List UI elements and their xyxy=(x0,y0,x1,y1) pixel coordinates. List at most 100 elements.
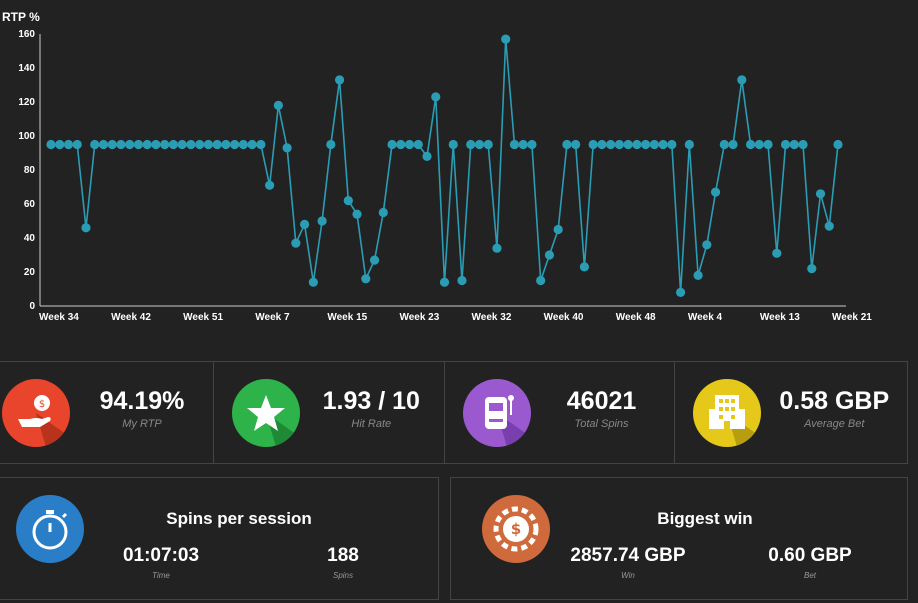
data-point xyxy=(789,139,799,150)
y-tick-label: 20 xyxy=(24,267,36,278)
data-point xyxy=(203,139,213,150)
data-point xyxy=(579,262,590,272)
svg-text:$: $ xyxy=(511,520,521,538)
x-tick-label: Week 40 xyxy=(544,312,584,323)
data-point xyxy=(212,139,222,150)
data-point xyxy=(168,139,179,150)
data-point xyxy=(737,75,747,85)
data-point xyxy=(606,139,616,150)
data-point xyxy=(256,139,266,150)
data-point xyxy=(649,139,659,150)
data-point xyxy=(221,139,231,150)
data-point xyxy=(772,248,782,258)
data-point xyxy=(448,139,458,150)
session-time-value: 01:07:03 xyxy=(122,545,200,566)
y-tick-label: 40 xyxy=(24,233,36,244)
data-point xyxy=(326,139,336,150)
total-spins-label: Total Spins xyxy=(574,418,629,430)
stopwatch-icon xyxy=(16,495,84,563)
data-point xyxy=(457,275,467,286)
data-point xyxy=(632,139,642,150)
data-point xyxy=(658,139,668,150)
data-point xyxy=(509,139,520,150)
spins-panel-title: Spins per session xyxy=(166,509,312,528)
session-spins-label: Spins xyxy=(332,571,353,580)
data-point xyxy=(710,187,721,197)
data-point xyxy=(815,189,826,199)
data-point xyxy=(369,255,380,265)
x-tick-label: Week 34 xyxy=(39,312,79,323)
data-point xyxy=(728,139,738,150)
data-point xyxy=(422,151,432,161)
y-tick-label: 0 xyxy=(29,301,35,312)
data-point xyxy=(676,287,686,297)
stat-average-bet: 0.58 GBP Average Bet xyxy=(675,362,908,463)
data-point xyxy=(98,139,109,150)
series-line xyxy=(51,39,839,293)
session-spins-value: 188 xyxy=(327,545,359,566)
biggest-win-label: Win xyxy=(621,571,635,580)
data-point xyxy=(614,139,624,150)
data-point xyxy=(282,143,292,153)
data-point xyxy=(439,277,450,287)
data-point xyxy=(588,139,598,150)
data-point xyxy=(404,139,415,150)
stat-rtp: $ 94.19% My RTP xyxy=(0,362,215,463)
x-tick-label: Week 32 xyxy=(472,312,512,323)
data-point xyxy=(125,139,135,150)
x-tick-label: Week 4 xyxy=(688,312,723,323)
y-tick-label: 80 xyxy=(24,165,36,176)
data-point xyxy=(536,275,546,286)
data-point xyxy=(431,92,441,102)
x-tick-label: Week 42 xyxy=(111,312,151,323)
stat-hit-rate: 1.93 / 10 Hit Rate xyxy=(214,362,445,463)
data-point xyxy=(72,139,82,150)
data-point xyxy=(413,139,423,150)
stat-total-spins: 46021 Total Spins xyxy=(445,362,675,463)
rtp-chart: RTP % 0 20 40 60 80 100 120 140 160 Week 34 Week 42… xyxy=(2,10,872,323)
slot-machine-icon xyxy=(462,379,531,447)
data-point xyxy=(466,139,476,150)
data-point xyxy=(396,139,406,150)
win-panel-title: Biggest win xyxy=(657,509,753,528)
data-point xyxy=(562,139,572,150)
data-point xyxy=(55,139,65,150)
data-point xyxy=(46,139,56,150)
data-point xyxy=(186,139,196,150)
data-point xyxy=(780,139,791,150)
data-point xyxy=(195,139,205,150)
data-point xyxy=(334,75,345,85)
hit-rate-label: Hit Rate xyxy=(351,418,392,430)
biggest-win-panel xyxy=(450,477,908,600)
data-point xyxy=(597,139,607,150)
building-icon xyxy=(692,379,761,447)
data-point xyxy=(571,139,581,150)
data-point xyxy=(107,139,117,150)
data-point xyxy=(641,139,651,150)
x-tick-label: Week 51 xyxy=(183,312,223,323)
average-bet-label: Average Bet xyxy=(804,418,865,430)
win-bet-value: 0.60 GBP xyxy=(768,545,852,566)
data-point xyxy=(151,139,161,150)
total-spins-value: 46021 xyxy=(566,387,637,415)
data-point xyxy=(299,219,310,229)
data-point xyxy=(492,243,502,253)
data-point xyxy=(116,139,126,150)
data-point xyxy=(343,196,353,206)
data-point xyxy=(142,139,152,150)
data-point xyxy=(474,139,485,150)
data-point xyxy=(378,207,388,218)
data-point xyxy=(693,270,703,280)
data-point xyxy=(352,209,362,219)
hit-rate-value: 1.93 / 10 xyxy=(322,387,420,415)
x-tick-label: Week 13 xyxy=(760,312,800,323)
stats-row: $ 94.19% My RTP 1.93 / 10 Hit Rate 4 xyxy=(0,361,908,464)
data-point xyxy=(238,139,248,150)
y-tick-label: 140 xyxy=(18,63,35,74)
data-point xyxy=(754,139,764,150)
svg-text:$: $ xyxy=(39,399,45,410)
rtp-line-chart-svg: RTP % 0 20 40 60 80 100 120 140 160 Week 34 Week 42… xyxy=(2,10,872,323)
data-point xyxy=(133,139,144,150)
data-point xyxy=(807,264,817,274)
data-point xyxy=(90,139,100,150)
